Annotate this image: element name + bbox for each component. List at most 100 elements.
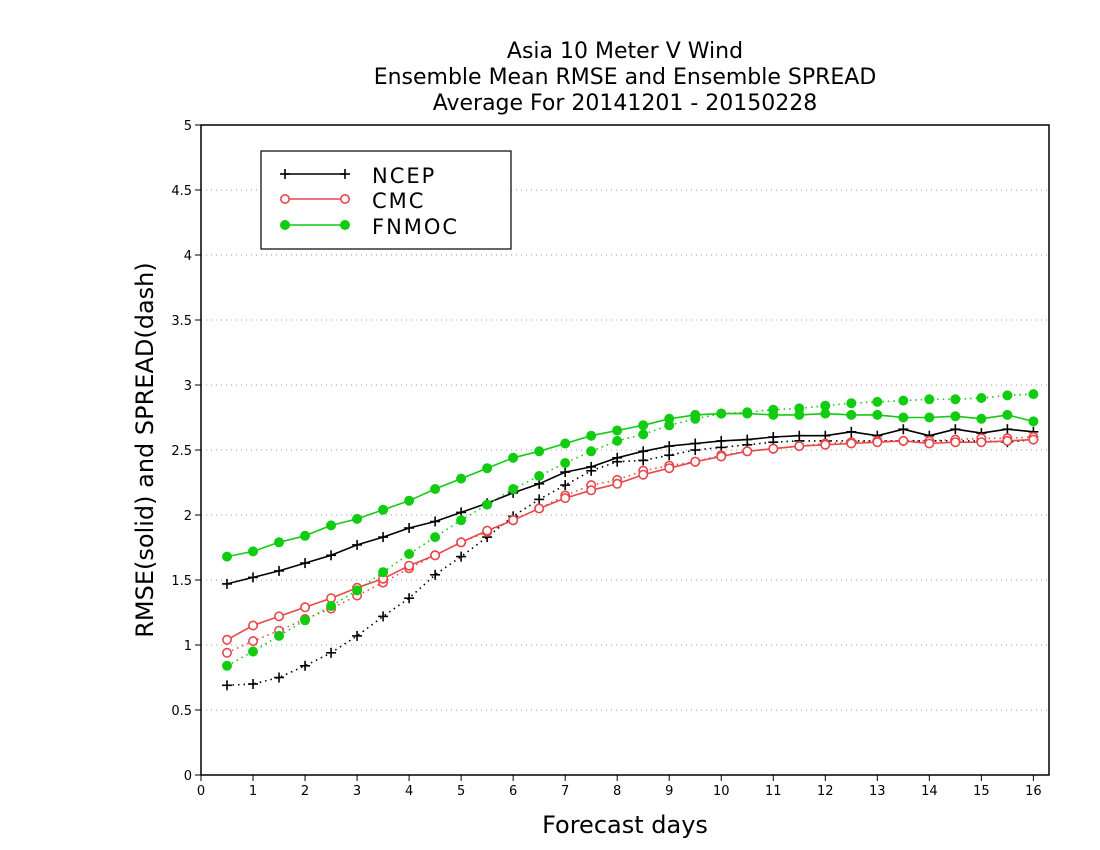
- chart-title-line-1: Asia 10 Meter V Wind: [507, 39, 743, 64]
- ncep-rmse-point: [274, 565, 285, 576]
- fnmoc-rmse-point: [716, 408, 727, 419]
- fnmoc-rmse-point: [482, 463, 493, 474]
- y-tick-label: 1: [184, 639, 192, 654]
- x-tick-label: 0: [197, 784, 205, 799]
- fnmoc-spread-point: [456, 515, 467, 526]
- legend-marker-ncep: [280, 169, 290, 179]
- ncep-spread-line: [226, 438, 1034, 687]
- ncep-rmse-point: [352, 539, 363, 550]
- legend-marker-fnmoc: [340, 220, 350, 230]
- fnmoc-spread-point: [638, 429, 649, 440]
- cmc-rmse-point: [872, 437, 883, 448]
- legend-label-fnmoc: FNMOC: [372, 215, 459, 239]
- ncep-rmse-point: [326, 550, 337, 561]
- fnmoc-rmse-point: [846, 409, 857, 420]
- cmc-rmse-point: [638, 469, 649, 480]
- x-tick-label: 11: [765, 784, 782, 799]
- fnmoc-spread-point: [560, 458, 571, 468]
- fnmoc-spread-point: [1028, 389, 1039, 400]
- fnmoc-spread-point: [378, 567, 389, 578]
- fnmoc-rmse-point: [586, 430, 597, 441]
- cmc-rmse-point: [560, 493, 571, 504]
- axes: 00.511.522.533.544.550 1 2 3 4 5 6 7 8 9 10 11 12 13 1…: [171, 119, 1041, 799]
- ncep-rmse-point: [898, 424, 909, 435]
- fnmoc-rmse-point: [664, 413, 675, 424]
- fnmoc-rmse-point: [1002, 409, 1013, 420]
- x-tick-label: 9: [665, 784, 673, 799]
- cmc-rmse-point: [664, 463, 675, 474]
- ncep-spread-point: [300, 660, 311, 671]
- legend-label-cmc: CMC: [372, 189, 425, 213]
- ncep-spread-point: [352, 630, 363, 641]
- ncep-rmse-point: [1002, 424, 1013, 435]
- fnmoc-rmse-point: [924, 412, 935, 423]
- cmc-rmse-point: [1002, 435, 1013, 446]
- cmc-rmse-point: [534, 503, 545, 514]
- y-tick-label: 0.5: [171, 704, 192, 719]
- ncep-rmse-point: [560, 467, 571, 478]
- y-axis-label: RMSE(solid) and SPREAD(dash): [131, 262, 159, 638]
- fnmoc-rmse-point: [430, 484, 441, 494]
- fnmoc-rmse-point: [534, 446, 545, 457]
- chart-title-line-2: Ensemble Mean RMSE and Ensemble SPREAD: [374, 65, 877, 90]
- cmc-rmse-point: [222, 634, 233, 645]
- ncep-spread-point: [274, 672, 285, 683]
- ncep-rmse-point: [300, 558, 311, 569]
- x-tick-label: 5: [457, 784, 465, 799]
- x-tick-label: 1: [249, 784, 257, 799]
- fnmoc-spread-point: [430, 532, 441, 543]
- ncep-rmse-point: [248, 572, 259, 583]
- fnmoc-spread-point: [404, 549, 415, 559]
- cmc-rmse-point: [950, 437, 961, 448]
- x-axis-label: Forecast days: [542, 811, 708, 839]
- ncep-spread-point: [560, 480, 571, 491]
- fnmoc-rmse-point: [898, 412, 909, 423]
- legend-box: [260, 150, 512, 250]
- y-tick-label: 3.5: [171, 314, 192, 329]
- cmc-rmse-point: [820, 439, 831, 450]
- y-tick-label: 0: [184, 769, 192, 784]
- legend: NCEP CMC FNMOC: [260, 150, 512, 250]
- cmc-spread-point: [222, 647, 233, 658]
- fnmoc-rmse-point: [612, 425, 623, 436]
- fnmoc-spread-point: [300, 615, 311, 626]
- fnmoc-rmse-point: [638, 420, 649, 431]
- fnmoc-rmse-point: [352, 513, 363, 524]
- fnmoc-spread-point: [1002, 390, 1013, 401]
- fnmoc-spread-point: [976, 393, 987, 403]
- fnmoc-rmse-line: [226, 412, 1034, 558]
- fnmoc-rmse-point: [274, 537, 285, 548]
- fnmoc-spread-point: [846, 398, 857, 409]
- ncep-spread-point: [222, 680, 233, 691]
- legend-label-ncep: NCEP: [372, 164, 436, 188]
- fnmoc-spread-point: [586, 446, 597, 457]
- y-tick-label: 2.5: [171, 444, 192, 459]
- fnmoc-rmse-point: [378, 504, 389, 515]
- cmc-spread-point: [248, 636, 259, 647]
- y-tick-label: 4: [184, 249, 192, 264]
- fnmoc-rmse-point: [950, 411, 961, 422]
- ncep-spread-point: [378, 611, 389, 622]
- x-tick-label: 14: [921, 784, 938, 799]
- fnmoc-rmse-point: [690, 409, 701, 420]
- fnmoc-spread-point: [482, 499, 493, 510]
- ncep-rmse-point: [638, 446, 649, 457]
- cmc-rmse-point: [716, 451, 727, 462]
- fnmoc-spread-point: [248, 646, 259, 657]
- ncep-rmse-point: [222, 578, 233, 589]
- fnmoc-rmse-point: [508, 452, 519, 463]
- fnmoc-spread-point: [924, 394, 935, 405]
- ncep-spread-point: [638, 455, 649, 466]
- legend-marker-ncep: [340, 169, 350, 179]
- cmc-rmse-line: [226, 438, 1034, 641]
- fnmoc-spread-point: [274, 630, 285, 641]
- ncep-rmse-point: [664, 441, 675, 452]
- fnmoc-spread-point: [352, 585, 363, 596]
- ncep-spread-point: [664, 450, 675, 461]
- ncep-rmse-point: [742, 434, 753, 445]
- fnmoc-rmse-point: [404, 495, 415, 506]
- ncep-spread-point: [248, 679, 259, 689]
- x-tick-label: 6: [509, 784, 517, 799]
- fnmoc-spread-point: [898, 395, 909, 406]
- fnmoc-spread-point: [222, 660, 233, 671]
